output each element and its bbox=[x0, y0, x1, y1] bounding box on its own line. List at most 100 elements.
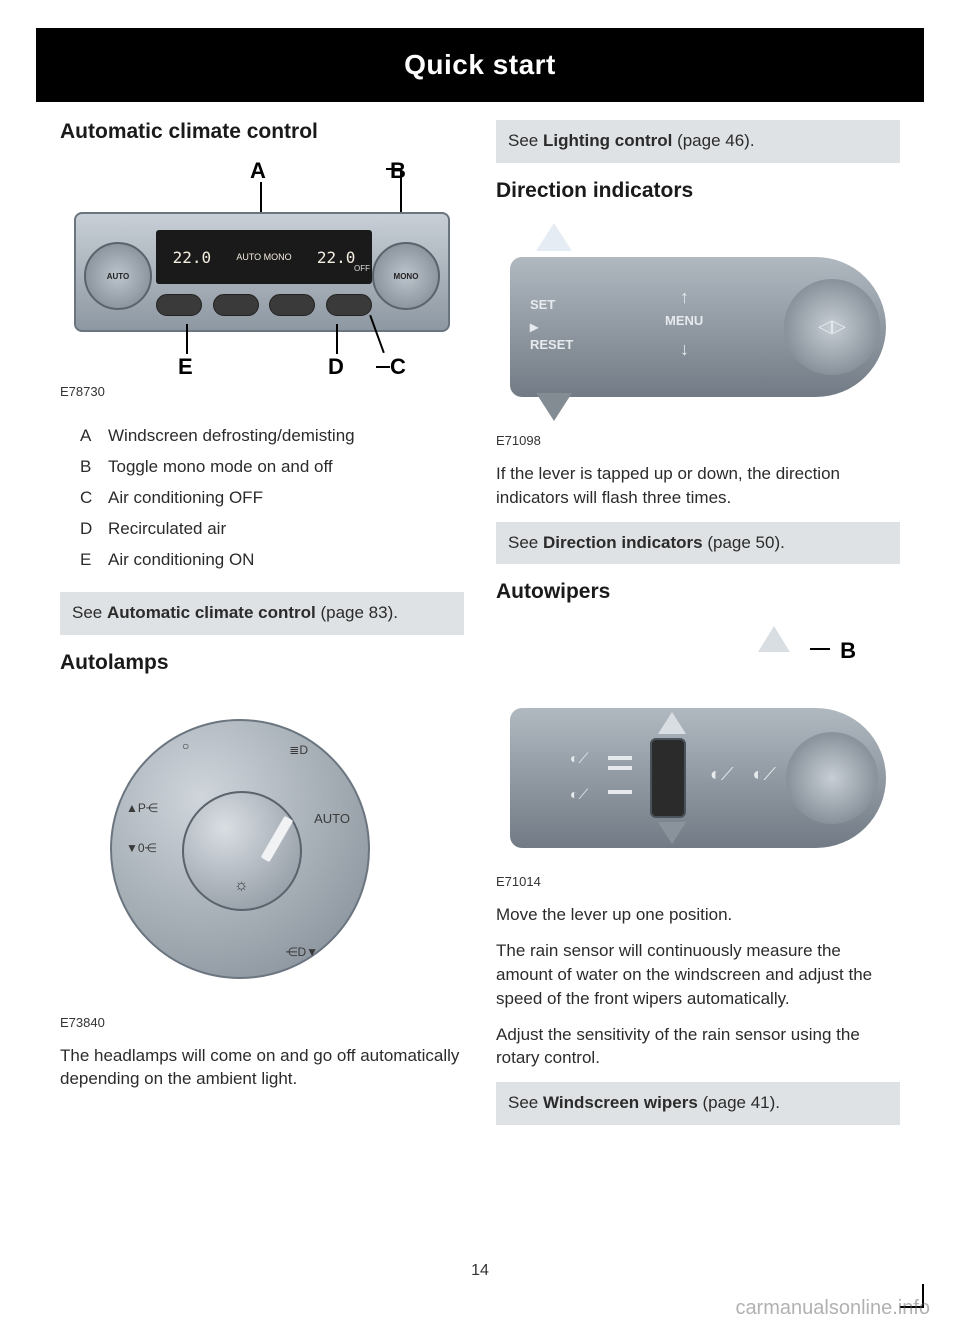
climate-button-row bbox=[156, 294, 372, 322]
wiper-cap bbox=[786, 732, 878, 824]
see-prefix: See bbox=[72, 603, 107, 622]
direction-caption: E71098 bbox=[496, 433, 900, 448]
autowipers-caption: E71014 bbox=[496, 874, 900, 889]
left-column: Automatic climate control A B AUTO 22.0 … bbox=[60, 120, 464, 1141]
scale-line bbox=[608, 790, 632, 794]
legend-text: Windscreen defrosting/demisting bbox=[108, 425, 464, 448]
autowipers-figure: B ◐⟋ ◐⟋ ◐⟋ ◐⟋ bbox=[496, 618, 900, 868]
direction-heading: Direction indicators bbox=[496, 179, 900, 203]
legend-row: AWindscreen defrosting/demisting bbox=[60, 421, 464, 452]
screen-top: AUTO MONO bbox=[236, 252, 291, 262]
legend-letter: C bbox=[60, 487, 108, 510]
right-column: See Lighting control (page 46). Directio… bbox=[496, 120, 900, 1141]
legend-row: EAir conditioning ON bbox=[60, 545, 464, 576]
climate-dial-right: MONO bbox=[372, 242, 440, 310]
foglamp-icon: ⋲D▼ bbox=[285, 945, 318, 959]
wiper-end-arrow-icon bbox=[758, 626, 790, 652]
callout-line bbox=[810, 648, 830, 650]
climate-btn bbox=[156, 294, 202, 316]
callout-B: B bbox=[390, 158, 406, 184]
autowipers-body1: Move the lever up one position. bbox=[496, 903, 900, 927]
page-title: Quick start bbox=[404, 49, 556, 81]
up-arrow-icon bbox=[536, 223, 572, 251]
callout-B: B bbox=[840, 638, 856, 664]
callout-E: E bbox=[178, 354, 193, 378]
direction-figure: SET ▸ RESET ↑ MENU ↓ ◁▷ bbox=[496, 217, 900, 427]
legend-letter: A bbox=[60, 425, 108, 448]
callout-C: C bbox=[390, 354, 406, 378]
climate-btn bbox=[213, 294, 259, 316]
scale-line bbox=[608, 766, 632, 770]
see-prefix: See bbox=[508, 131, 543, 150]
climate-legend: AWindscreen defrosting/demisting BToggle… bbox=[60, 421, 464, 576]
screen-temp-right: 22.0 bbox=[317, 248, 356, 267]
autolamp-dial: ○ ≣D AUTO ▲P⋲ ▼0⋲ ⋲D▼ ☼ bbox=[110, 719, 370, 979]
wiper-lever: ◐⟋ ◐⟋ ◐⟋ ◐⟋ bbox=[510, 708, 886, 848]
play-icon: ▸ bbox=[530, 317, 538, 337]
see-suffix: (page 41). bbox=[698, 1093, 780, 1112]
wiper-icon-3: ◐⟋ bbox=[710, 764, 733, 785]
see-bold: Direction indicators bbox=[543, 533, 703, 552]
callout-line bbox=[336, 324, 338, 354]
see-bold: Windscreen wipers bbox=[543, 1093, 698, 1112]
legend-letter: D bbox=[60, 518, 108, 541]
direction-body: If the lever is tapped up or down, the d… bbox=[496, 462, 900, 510]
menu-down-icon: ↓ bbox=[680, 339, 689, 360]
autolamps-body: The headlamps will come on and go off au… bbox=[60, 1044, 464, 1092]
climate-heading: Automatic climate control bbox=[60, 120, 464, 144]
autowipers-body2: The rain sensor will continuously measur… bbox=[496, 939, 900, 1010]
climate-dial-left: AUTO bbox=[84, 242, 152, 310]
callout-line bbox=[386, 168, 400, 170]
legend-row: CAir conditioning OFF bbox=[60, 483, 464, 514]
climate-panel: AUTO 22.0 AUTO MONO 22.0 OFF MONO bbox=[74, 212, 450, 332]
down-arrow-icon bbox=[536, 393, 572, 421]
wiper-slider bbox=[650, 738, 686, 818]
autolamp-knob: ☼ bbox=[182, 791, 302, 911]
legend-text: Air conditioning OFF bbox=[108, 487, 464, 510]
legend-text: Recirculated air bbox=[108, 518, 464, 541]
autolamps-figure: ○ ≣D AUTO ▲P⋲ ▼0⋲ ⋲D▼ ☼ bbox=[60, 689, 464, 1009]
see-prefix: See bbox=[508, 533, 543, 552]
wiper-up-arrow-icon bbox=[658, 712, 686, 734]
callout-line bbox=[186, 324, 188, 354]
legend-text: Air conditioning ON bbox=[108, 549, 464, 572]
reset-label: RESET bbox=[530, 337, 573, 352]
direction-see-box: See Direction indicators (page 50). bbox=[496, 522, 900, 565]
direction-lever: SET ▸ RESET ↑ MENU ↓ ◁▷ bbox=[510, 257, 886, 397]
knob-indicator bbox=[261, 815, 294, 862]
screen-temp-left: 22.0 bbox=[173, 248, 212, 267]
autowipers-see-box: See Windscreen wipers (page 41). bbox=[496, 1082, 900, 1125]
sun-icon: ☼ bbox=[234, 877, 249, 895]
callout-D: D bbox=[328, 354, 344, 378]
auto-position-icon: AUTO bbox=[314, 811, 350, 826]
climate-screen: 22.0 AUTO MONO 22.0 bbox=[156, 230, 372, 284]
headlamp-icon: ≣D bbox=[289, 743, 308, 757]
see-prefix: See bbox=[508, 1093, 543, 1112]
autowipers-body3: Adjust the sensitivity of the rain senso… bbox=[496, 1023, 900, 1071]
scale-line bbox=[608, 756, 632, 760]
climate-see-box: See Automatic climate control (page 83). bbox=[60, 592, 464, 635]
dial-right-label: MONO bbox=[374, 272, 438, 281]
parking-down-icon: ▼0⋲ bbox=[126, 841, 157, 855]
callout-line bbox=[376, 366, 390, 368]
page-number: 14 bbox=[0, 1262, 960, 1280]
wiper-icon-2: ◐⟋ bbox=[570, 786, 588, 803]
menu-label: MENU bbox=[665, 313, 703, 328]
cap-icon: ◁▷ bbox=[818, 316, 846, 337]
wiper-icon-4: ◐⟋ bbox=[753, 764, 776, 785]
see-suffix: (page 83). bbox=[316, 603, 398, 622]
parking-up-icon: ▲P⋲ bbox=[126, 801, 158, 815]
content-columns: Automatic climate control A B AUTO 22.0 … bbox=[60, 120, 900, 1141]
wiper-icon-1: ◐⟋ bbox=[570, 750, 588, 767]
lights-off-icon: ○ bbox=[182, 739, 189, 753]
header-bar: Quick start bbox=[36, 28, 924, 102]
legend-row: BToggle mono mode on and off bbox=[60, 452, 464, 483]
watermark: carmanualsonline.info bbox=[735, 1297, 930, 1320]
autolamps-caption: E73840 bbox=[60, 1015, 464, 1030]
see-bold: Automatic climate control bbox=[107, 603, 316, 622]
climate-caption: E78730 bbox=[60, 384, 464, 399]
climate-figure: A B AUTO 22.0 AUTO MONO 22.0 OFF MONO bbox=[60, 158, 464, 378]
legend-text: Toggle mono mode on and off bbox=[108, 456, 464, 479]
off-label: OFF bbox=[354, 264, 370, 273]
legend-row: DRecirculated air bbox=[60, 514, 464, 545]
